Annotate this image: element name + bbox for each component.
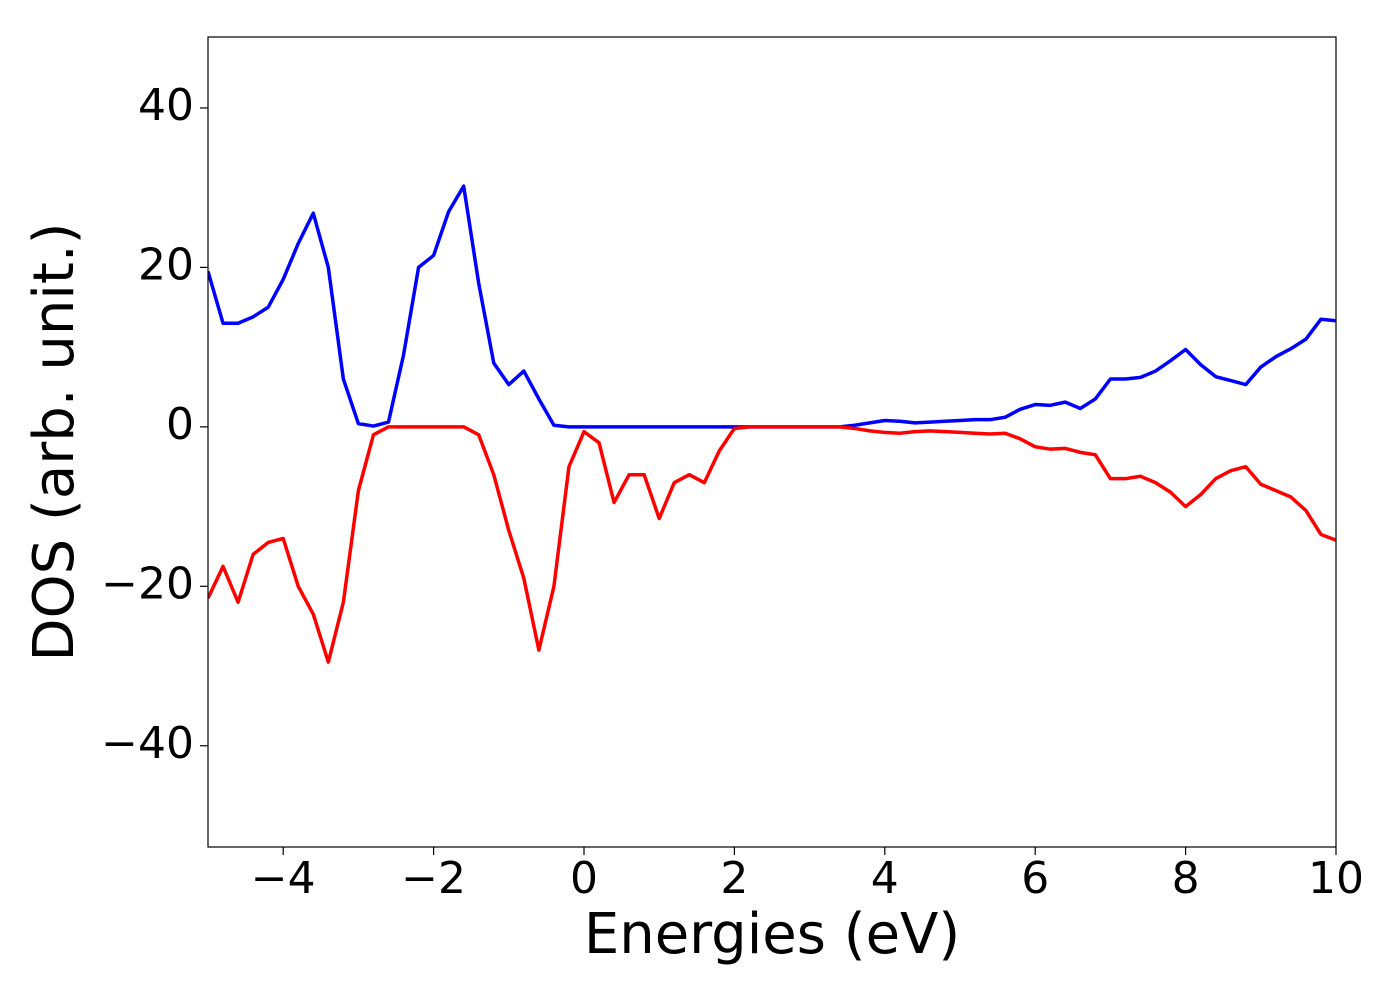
x-tick-label: −4 bbox=[251, 853, 316, 904]
y-axis-label: DOS (arb. unit.) bbox=[22, 222, 87, 661]
y-tick-label: 0 bbox=[166, 399, 194, 450]
line-series bbox=[208, 184, 1336, 429]
x-tick-label: −2 bbox=[401, 853, 466, 904]
x-tick-label: 4 bbox=[871, 853, 899, 904]
plot-frame bbox=[207, 36, 1337, 848]
line-series bbox=[208, 425, 1336, 664]
x-tick-label: 8 bbox=[1172, 853, 1200, 904]
x-tick-label: 0 bbox=[570, 853, 598, 904]
y-tick-label: 20 bbox=[138, 239, 194, 290]
x-tick-label: 10 bbox=[1308, 853, 1364, 904]
x-tick-label: 6 bbox=[1021, 853, 1049, 904]
y-tick-label: −20 bbox=[101, 558, 194, 609]
x-axis-label: Energies (eV) bbox=[584, 902, 960, 967]
x-tick-label: 2 bbox=[720, 853, 748, 904]
y-tick-label: 40 bbox=[138, 80, 194, 131]
y-tick-label: −40 bbox=[101, 718, 194, 769]
